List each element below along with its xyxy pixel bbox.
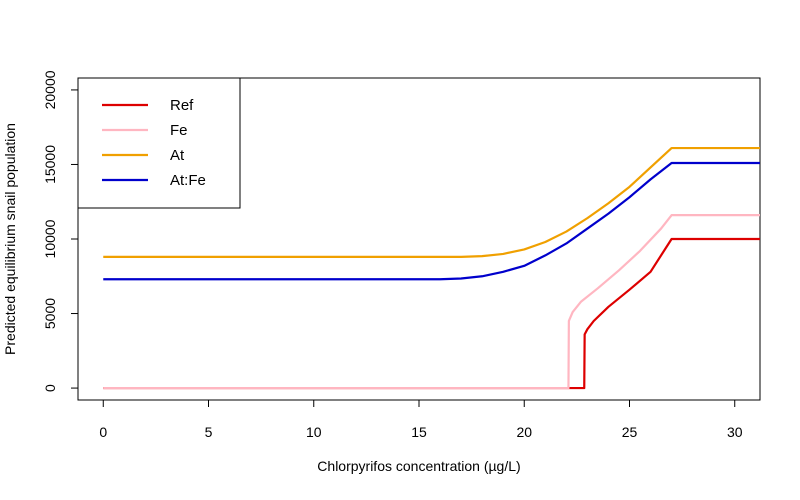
x-tick-label: 0 bbox=[99, 424, 107, 440]
y-axis: 0 5000 10000 15000 20000 bbox=[42, 70, 79, 392]
x-tick-label: 10 bbox=[306, 424, 322, 440]
legend: Ref Fe At At:Fe bbox=[77, 77, 241, 209]
x-axis-title: Chlorpyrifos concentration (µg/L) bbox=[317, 458, 520, 474]
series-line-at bbox=[103, 146, 760, 258]
series-line-fe bbox=[103, 214, 760, 390]
y-tick-label: 10000 bbox=[42, 219, 58, 258]
legend-box bbox=[77, 77, 241, 209]
x-tick-label: 20 bbox=[516, 424, 532, 440]
x-tick-label: 5 bbox=[205, 424, 213, 440]
y-axis-title: Predicted equilibrium snail population bbox=[2, 123, 18, 355]
x-tick-label: 15 bbox=[411, 424, 427, 440]
y-tick-label: 5000 bbox=[42, 298, 58, 329]
series-line-at-fe bbox=[103, 161, 760, 281]
x-tick-label: 25 bbox=[622, 424, 638, 440]
y-tick-label: 20000 bbox=[42, 70, 58, 109]
legend-label: Fe bbox=[170, 122, 188, 139]
legend-label: Ref bbox=[170, 97, 194, 114]
series-line-ref bbox=[103, 237, 760, 390]
x-tick-label: 30 bbox=[727, 424, 743, 440]
x-axis: 0 5 10 15 20 25 30 bbox=[99, 399, 743, 440]
series-layer bbox=[103, 146, 760, 390]
legend-label: At bbox=[170, 147, 185, 164]
y-tick-label: 0 bbox=[42, 384, 58, 392]
y-tick-label: 15000 bbox=[42, 145, 58, 184]
legend-label: At:Fe bbox=[170, 172, 206, 189]
